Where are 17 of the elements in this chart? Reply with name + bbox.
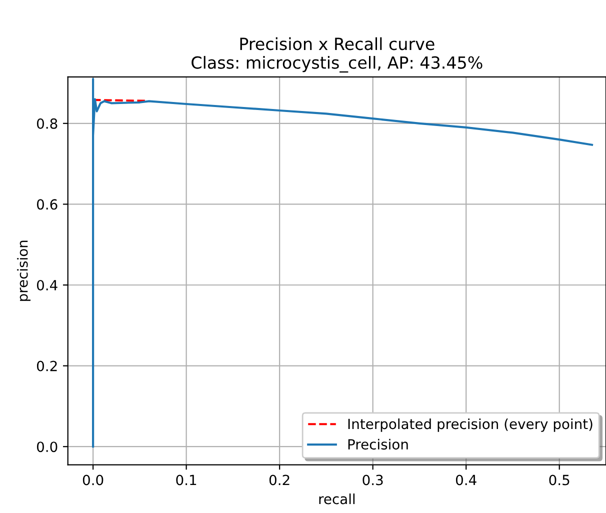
y-axis-title: precision (17, 240, 31, 301)
y-tick-label: 0.4 (36, 280, 58, 290)
x-tick-label: 0.5 (549, 474, 570, 486)
legend-label: Precision (348, 438, 408, 450)
x-tick-label: 0.2 (269, 474, 290, 486)
y-tick-label: 0.8 (36, 118, 58, 129)
x-axis-title: recall (319, 494, 355, 504)
x-tick-label: 0.3 (362, 474, 383, 486)
x-tick-label: 0.4 (456, 474, 476, 486)
y-tick-label: 0.0 (36, 442, 58, 452)
line-series (92, 78, 594, 448)
x-tick-label: 0.0 (82, 474, 104, 486)
legend-label: Interpolated precision (every point) (348, 418, 592, 432)
y-tick-label: 0.6 (36, 199, 58, 210)
chart-title: Precision x Recall curve Class: microcystis_cell, AP: 43.45% (192, 37, 482, 73)
y-tick-label: 0.2 (36, 360, 57, 372)
x-tick-label: 0.1 (176, 474, 196, 486)
